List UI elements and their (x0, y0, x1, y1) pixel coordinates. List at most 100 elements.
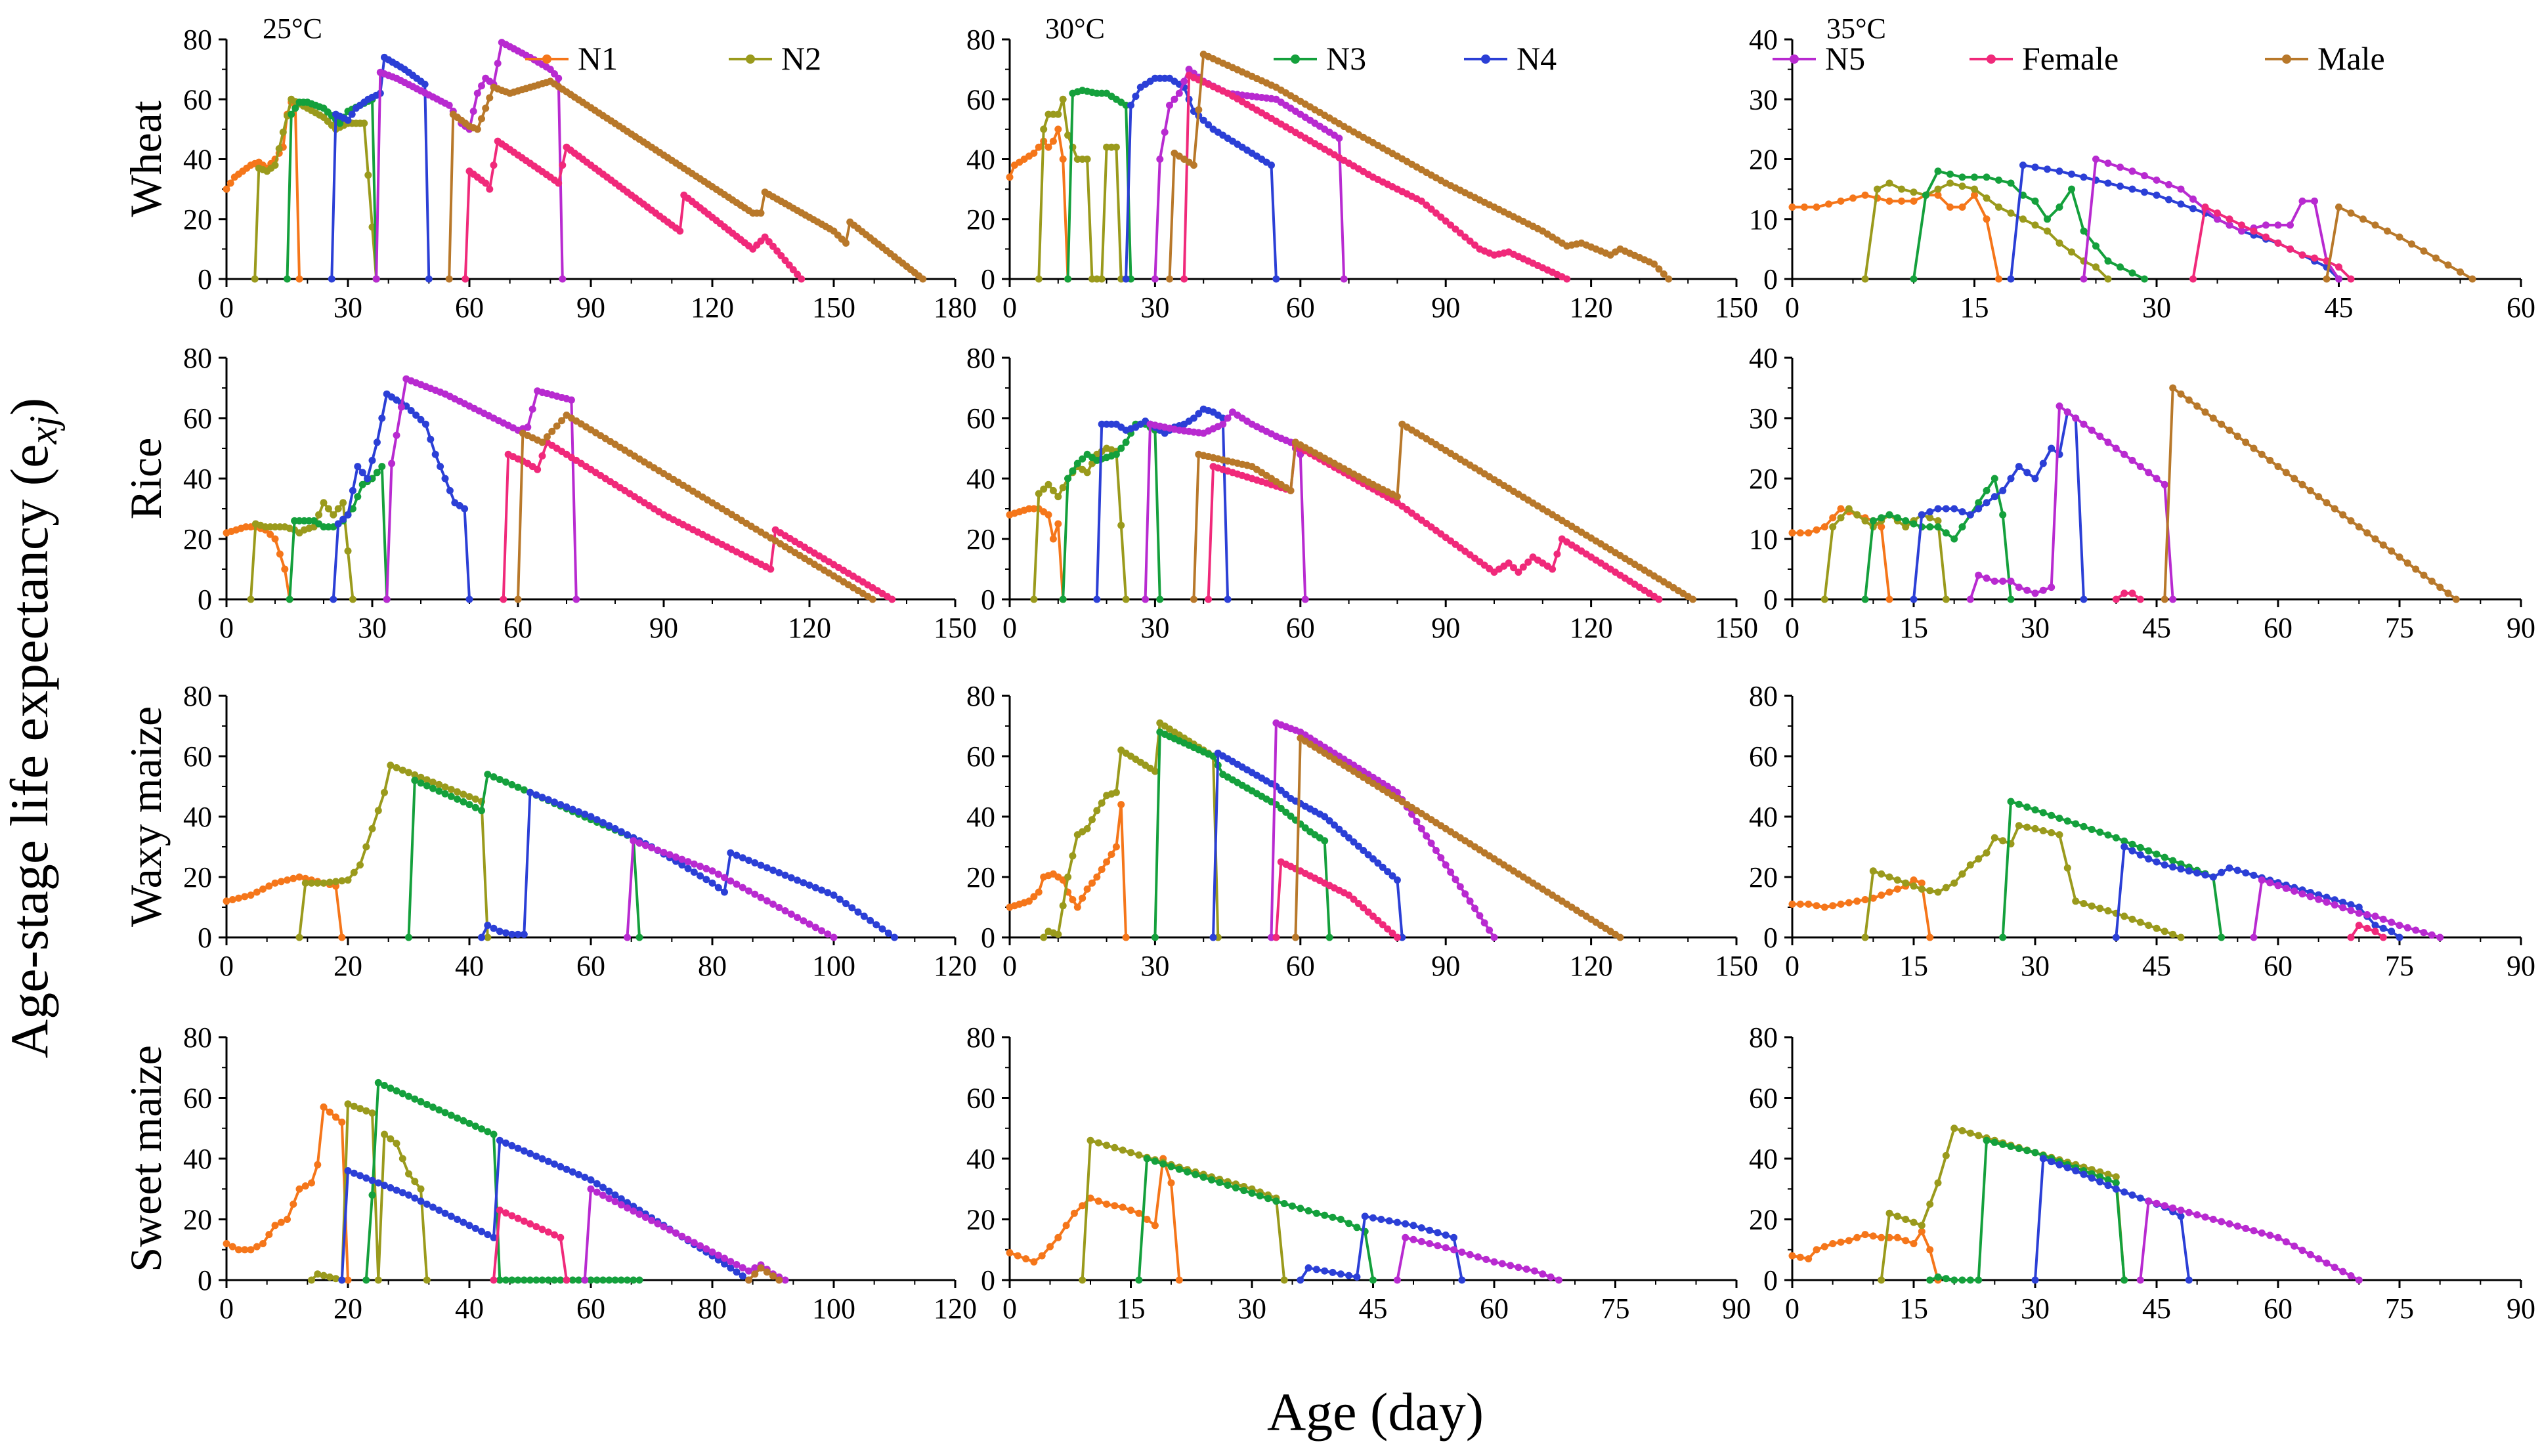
x-tick-label: 0 (1002, 612, 1017, 644)
y-tick-label: 40 (183, 144, 212, 176)
data-point (2141, 172, 2148, 180)
data-point (2104, 160, 2112, 167)
data-point (2274, 463, 2282, 471)
y-tick-label: 80 (183, 24, 212, 56)
data-point (2226, 1220, 2233, 1228)
data-point (1117, 521, 1125, 529)
data-point (2023, 586, 2031, 594)
data-point (1287, 486, 1295, 494)
data-point (1902, 523, 1910, 531)
y-tick-label: 80 (1749, 680, 1778, 712)
data-point (559, 275, 567, 283)
series-n1 (1788, 191, 2002, 283)
data-point (2238, 227, 2245, 235)
data-point (660, 1223, 668, 1231)
y-tick-label: 0 (1763, 263, 1778, 295)
data-point (484, 933, 492, 941)
x-tick-label: 90 (649, 612, 678, 644)
data-point (1417, 1237, 1425, 1245)
data-point (1388, 872, 1396, 880)
data-point (1224, 595, 1232, 603)
x-tick-label: 90 (1722, 1293, 1751, 1325)
data-point (423, 776, 431, 784)
data-point (2262, 221, 2270, 229)
y-tick-label: 60 (183, 83, 212, 116)
data-point (429, 1203, 437, 1211)
data-point (441, 790, 449, 798)
data-point (551, 1276, 558, 1284)
data-point (587, 813, 595, 821)
data-point (405, 933, 412, 941)
data-point (349, 505, 356, 513)
data-point (2104, 179, 2112, 187)
data-point (1849, 194, 1857, 202)
data-point (1199, 116, 1207, 124)
data-point (500, 595, 507, 603)
data-point (676, 227, 684, 235)
data-point (1369, 855, 1377, 863)
data-point (2189, 205, 2197, 213)
data-point (1297, 1205, 1304, 1212)
data-point (2177, 185, 2185, 193)
data-point (478, 1125, 485, 1133)
data-point (445, 101, 453, 109)
data-point (1117, 801, 1125, 809)
data-point (1902, 517, 1910, 525)
data-point (223, 185, 230, 193)
data-point (471, 795, 479, 803)
series-female (1272, 858, 1401, 941)
data-point (1829, 514, 1837, 522)
legend-item-n4: N4 (1464, 40, 1557, 77)
data-point (1458, 1276, 1466, 1284)
data-point (1975, 505, 1983, 513)
data-point (2331, 1264, 2338, 1272)
data-point (2201, 871, 2209, 879)
data-point (557, 1233, 565, 1241)
data-point (1059, 595, 1067, 603)
data-point (1049, 486, 1057, 494)
data-point (378, 414, 386, 422)
data-point (1878, 523, 1885, 531)
data-point (527, 1276, 534, 1284)
data-point (617, 1195, 625, 1203)
data-point (794, 270, 801, 278)
y-tick-label: 20 (966, 203, 995, 236)
data-point (1934, 185, 1942, 193)
series-n2 (1030, 444, 1130, 603)
data-point (739, 884, 746, 891)
data-point (551, 1160, 558, 1168)
data-point (2136, 463, 2144, 471)
data-point (2120, 450, 2128, 458)
data-point (441, 783, 449, 791)
y-tick-label: 20 (966, 1204, 995, 1236)
series-n1 (223, 523, 293, 603)
x-tick-label: 60 (1286, 612, 1315, 644)
data-point (593, 1276, 601, 1284)
data-point (2444, 261, 2452, 269)
data-point (1813, 526, 1820, 534)
data-point (1417, 1224, 1425, 1231)
data-point (2311, 197, 2318, 205)
data-point (1093, 807, 1101, 815)
data-point (465, 1222, 473, 1230)
data-point (338, 877, 346, 885)
data-point (1893, 1233, 1901, 1241)
data-point (672, 853, 679, 861)
x-tick-label: 60 (2507, 291, 2535, 324)
data-point (1232, 1184, 1239, 1191)
data-point (2056, 831, 2063, 839)
data-point (2048, 829, 2056, 836)
data-point (1805, 1255, 1813, 1263)
data-point (1272, 933, 1280, 941)
y-tick-label: 0 (198, 263, 212, 295)
y-tick-label: 40 (1749, 801, 1778, 833)
data-point (520, 786, 528, 794)
series-line (1037, 98, 1123, 280)
data-point (2063, 864, 2071, 872)
data-point (702, 876, 710, 884)
data-point (672, 1230, 679, 1237)
data-point (2266, 879, 2274, 887)
data-point (290, 874, 297, 882)
data-point (368, 824, 376, 832)
data-point (684, 865, 692, 872)
